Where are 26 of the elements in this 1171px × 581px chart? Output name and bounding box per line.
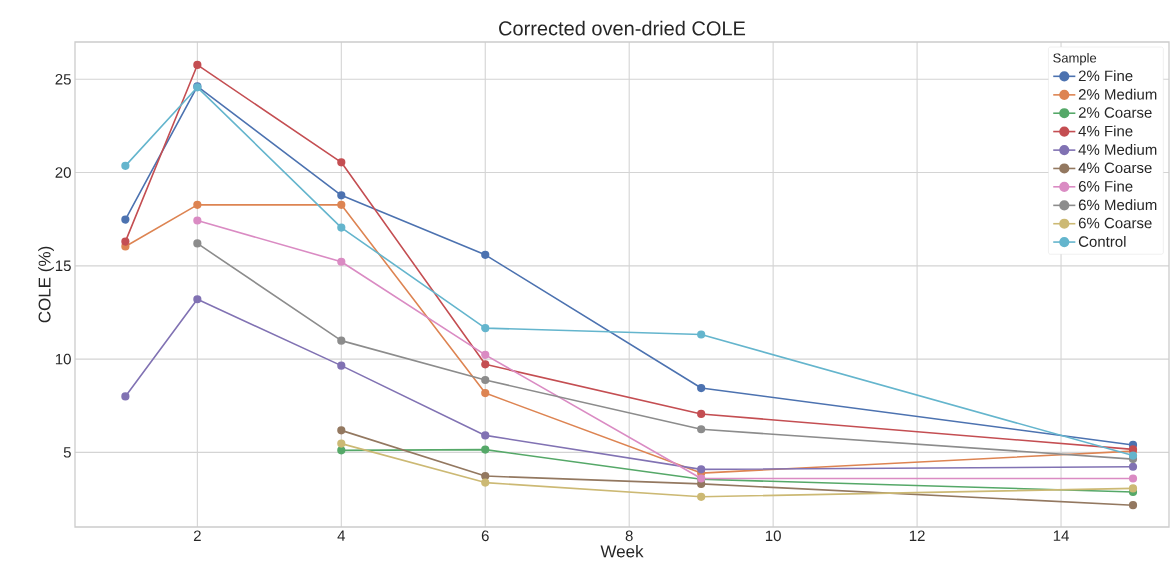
legend-label: 6% Coarse: [1078, 217, 1152, 229]
y-tick-label: 20: [55, 167, 71, 178]
legend-label: 6% Fine: [1078, 180, 1133, 192]
x-axis-title: Week: [600, 544, 644, 558]
x-tick-label: 2: [193, 530, 201, 541]
y-axis-title: COLE (%): [38, 246, 54, 323]
legend-label: 4% Fine: [1078, 125, 1133, 137]
x-tick-label: 6: [481, 530, 489, 542]
legend-label: 2% Coarse: [1078, 107, 1152, 118]
legend-label: 4% Medium: [1078, 143, 1157, 155]
y-tick-label: 10: [55, 353, 71, 365]
legend-label: 6% Medium: [1078, 199, 1157, 211]
legend-title: Sample: [1053, 53, 1097, 66]
x-tick-label: 8: [625, 530, 633, 542]
x-tick-label: 4: [337, 530, 346, 541]
x-tick-label: 14: [1053, 530, 1069, 541]
y-tick-label: 5: [63, 447, 71, 458]
legend-label: 2% Medium: [1078, 88, 1157, 100]
legend-label: 2% Fine: [1078, 70, 1133, 82]
legend-label: 4% Coarse: [1078, 162, 1152, 174]
legend-label: Control: [1078, 235, 1126, 247]
chart-title: Corrected oven-dried COLE: [499, 20, 746, 36]
y-tick-label: 15: [55, 260, 71, 272]
x-tick-label: 10: [765, 530, 781, 542]
x-tick-label: 12: [909, 530, 925, 541]
y-tick-label: 25: [55, 74, 71, 85]
